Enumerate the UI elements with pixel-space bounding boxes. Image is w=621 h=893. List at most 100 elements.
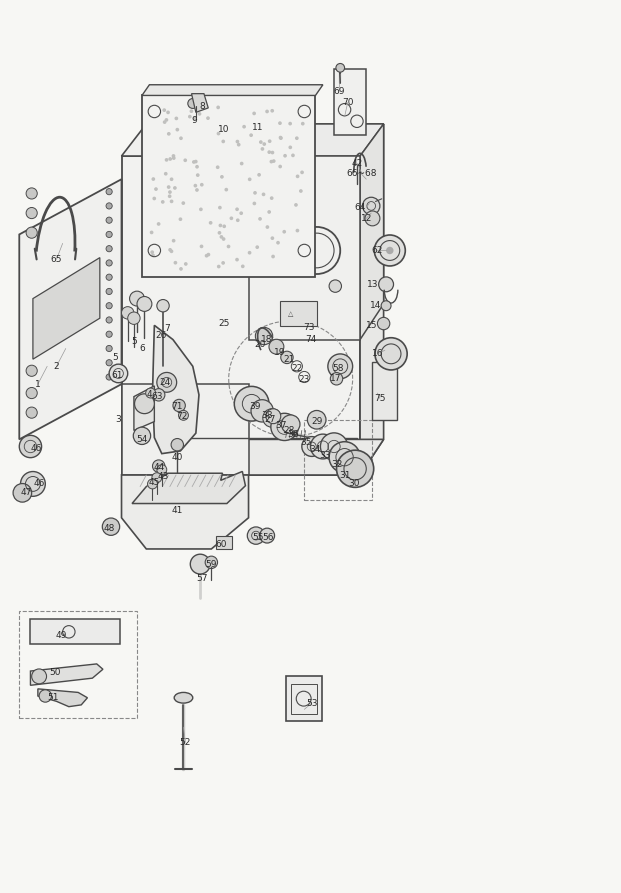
Circle shape [134,427,151,445]
Circle shape [239,212,243,215]
Circle shape [374,235,406,266]
Circle shape [278,164,282,169]
Circle shape [218,205,222,210]
Text: 41: 41 [171,506,183,515]
Circle shape [188,98,197,108]
Text: 22: 22 [291,363,302,372]
Text: 44: 44 [153,463,165,472]
Circle shape [153,388,165,401]
Circle shape [26,207,37,219]
Polygon shape [132,472,245,504]
Circle shape [328,354,353,379]
Circle shape [241,264,245,268]
Circle shape [106,303,112,309]
Circle shape [267,210,271,213]
Circle shape [301,121,305,126]
Polygon shape [360,124,384,339]
Circle shape [122,306,134,319]
Circle shape [176,128,179,131]
Circle shape [222,238,225,241]
Circle shape [242,125,246,129]
Circle shape [330,372,343,385]
Circle shape [337,450,374,488]
Circle shape [170,178,173,181]
Circle shape [106,360,112,366]
Text: 26: 26 [155,330,166,339]
Circle shape [266,409,281,423]
Circle shape [265,110,269,113]
Circle shape [26,365,37,376]
Circle shape [106,274,112,280]
Polygon shape [360,124,384,475]
Text: 58: 58 [333,363,344,372]
Text: 53: 53 [306,698,317,707]
Text: 10: 10 [218,125,230,134]
Circle shape [235,139,239,144]
Circle shape [106,231,112,238]
Circle shape [258,217,262,221]
Circle shape [253,191,257,195]
Text: 65: 65 [51,255,62,264]
Circle shape [249,133,253,137]
Circle shape [288,146,292,149]
Circle shape [26,388,37,398]
Circle shape [235,207,239,211]
Circle shape [230,216,233,221]
Text: 70: 70 [342,98,353,107]
Circle shape [165,118,168,121]
Circle shape [163,108,166,112]
Circle shape [271,413,298,440]
Circle shape [168,195,171,198]
Circle shape [163,121,166,124]
Circle shape [106,346,112,352]
Text: 27: 27 [265,415,276,424]
Bar [286,676,322,721]
Bar [279,301,317,326]
Circle shape [216,165,220,169]
Circle shape [106,374,112,380]
Circle shape [220,175,224,179]
Circle shape [283,230,286,234]
Circle shape [281,415,300,433]
Circle shape [329,280,342,292]
Text: 23: 23 [299,375,310,384]
Text: 31: 31 [339,471,350,480]
Text: 16: 16 [371,349,383,358]
Circle shape [268,150,271,154]
Circle shape [106,203,112,209]
Circle shape [102,518,120,536]
Circle shape [167,132,171,136]
Circle shape [200,183,204,187]
Text: 8: 8 [199,102,205,111]
Text: 13: 13 [367,280,378,288]
Circle shape [295,137,299,140]
Circle shape [302,437,322,456]
Circle shape [378,317,390,330]
Circle shape [206,116,210,120]
Circle shape [166,111,170,114]
Text: 72: 72 [176,412,188,421]
Circle shape [173,399,185,412]
Circle shape [276,241,280,245]
Polygon shape [153,325,199,454]
Circle shape [288,121,292,125]
Circle shape [216,105,220,109]
Circle shape [217,231,221,235]
Bar [334,69,366,135]
Circle shape [168,157,172,161]
Text: 36: 36 [288,430,299,438]
Bar [216,537,232,549]
Text: 37: 37 [275,421,286,430]
Circle shape [130,291,145,306]
Circle shape [154,188,158,191]
Text: 60: 60 [215,540,227,549]
Circle shape [247,527,265,544]
Bar [291,683,317,714]
Circle shape [190,555,210,574]
Circle shape [171,438,183,451]
Circle shape [194,184,197,188]
Circle shape [150,250,154,254]
Circle shape [248,251,252,255]
Circle shape [263,409,281,427]
Circle shape [217,131,220,136]
